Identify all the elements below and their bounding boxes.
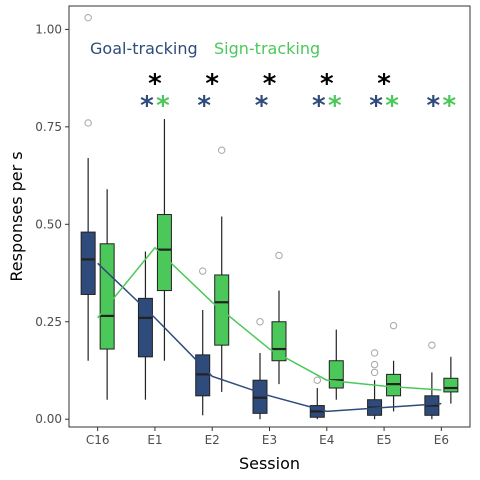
star-sign-tracking: *: [328, 91, 342, 121]
trend-line-goal-tracking: [97, 262, 442, 413]
box-c16-goal-tracking: [80, 13, 96, 361]
box-e3-goal-tracking: [252, 318, 268, 420]
y-axis: 0.00 0.25 0.50 0.75 1.00: [35, 22, 69, 426]
box-body: [137, 297, 153, 358]
star-goal-tracking: *: [197, 91, 211, 121]
box-e3-sign-tracking: [271, 251, 287, 385]
x-tick-label: E3: [262, 433, 277, 447]
box-body: [80, 231, 96, 295]
trend-lines: [97, 246, 442, 413]
x-tick-label: E1: [147, 433, 162, 447]
box-e1-sign-tracking: [156, 119, 172, 361]
y-tick-label: 1.00: [35, 22, 62, 36]
box-body: [156, 214, 172, 292]
box-e4-goal-tracking: [309, 376, 325, 420]
plot-panel: [68, 5, 471, 428]
outlier-point: [313, 376, 321, 384]
star-goal-tracking: *: [312, 91, 326, 121]
x-tick-label: C16: [86, 433, 110, 447]
y-tick-label: 0.00: [35, 412, 62, 426]
outlier-point: [389, 321, 398, 330]
box-e5-sign-tracking: [386, 321, 402, 412]
star-goal-tracking: *: [255, 91, 269, 121]
x-axis: C16 E1 E2 E3 E4 E5 E6: [86, 427, 449, 447]
star-goal-tracking: *: [427, 91, 441, 121]
outlier-point: [275, 251, 283, 260]
box-c16-sign-tracking: [99, 189, 115, 400]
outlier-point: [428, 341, 436, 349]
legend-goal-tracking: Goal-tracking: [90, 39, 198, 58]
outlier-point: [218, 146, 226, 154]
outlier-point: [370, 360, 379, 369]
box-body: [328, 360, 344, 389]
star-between-groups: *: [148, 69, 162, 99]
box-e1-goal-tracking: [137, 251, 153, 400]
box-series: [80, 13, 459, 420]
box-body: [271, 321, 287, 362]
star-sign-tracking: *: [385, 91, 399, 121]
x-tick-label: E6: [434, 433, 449, 447]
box-body: [99, 243, 115, 350]
legend-sign-tracking: Sign-tracking: [214, 39, 320, 58]
box-e6-sign-tracking: [443, 356, 459, 404]
star-between-groups: *: [377, 69, 391, 99]
box-e6-goal-tracking: [424, 341, 440, 420]
x-tick-label: E5: [376, 433, 391, 447]
outlier-point: [370, 368, 379, 377]
star-between-groups: *: [205, 69, 219, 99]
y-axis-label: Responses per s: [7, 151, 26, 281]
outlier-point: [84, 13, 92, 22]
outlier-point: [256, 318, 264, 326]
star-goal-tracking: *: [140, 91, 154, 121]
outlier-point: [370, 349, 379, 357]
box-e2-goal-tracking: [195, 267, 211, 416]
x-tick-label: E4: [319, 433, 334, 447]
significance-stars: ** ******* *** * * *: [140, 69, 456, 121]
outlier-point: [84, 119, 92, 127]
x-tick-label: E2: [205, 433, 220, 447]
trend-line-sign-tracking: [97, 246, 442, 391]
legend: Goal-tracking Sign-tracking: [90, 39, 320, 58]
star-sign-tracking: *: [156, 91, 170, 121]
x-axis-label: Session: [239, 454, 300, 473]
y-tick-label: 0.25: [35, 315, 62, 329]
star-between-groups: *: [263, 69, 277, 99]
star-sign-tracking: *: [443, 91, 457, 121]
star-goal-tracking: *: [369, 91, 383, 121]
y-tick-label: 0.75: [35, 120, 62, 134]
star-between-groups: *: [320, 69, 334, 99]
y-tick-label: 0.50: [35, 217, 62, 231]
box-body: [443, 377, 459, 393]
outlier-point: [199, 267, 207, 275]
